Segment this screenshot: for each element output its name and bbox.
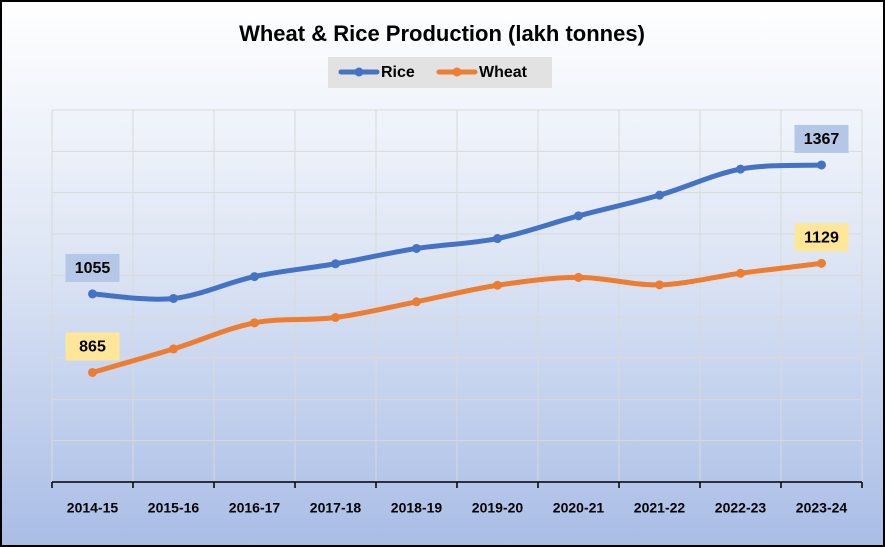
x-tick-label: 2018-19 [391, 500, 443, 516]
x-tick-label: 2022-23 [715, 500, 767, 516]
data-label-box [65, 253, 120, 282]
point [250, 272, 259, 282]
series-line [90, 162, 824, 302]
point [88, 367, 97, 377]
x-tick-label: 2023-24 [796, 500, 848, 516]
point [817, 160, 826, 170]
point [493, 234, 502, 244]
data-label-box [794, 124, 849, 153]
data-label: 1129 [804, 230, 839, 247]
x-tick-label: 2019-20 [472, 500, 524, 516]
point [655, 280, 664, 290]
series-line [90, 260, 824, 375]
data-label: 865 [79, 339, 106, 356]
point [736, 268, 745, 278]
x-tick-label: 2015-16 [148, 500, 200, 516]
data-label: 1055 [75, 260, 111, 277]
legend-label: Rice [381, 64, 415, 81]
point [574, 272, 583, 282]
point [169, 344, 178, 354]
x-tick-label: 2017-18 [310, 500, 362, 516]
point [493, 280, 502, 290]
chart-title: Wheat & Rice Production (lakh tonnes) [239, 21, 645, 46]
point [169, 293, 178, 303]
data-label: 1367 [804, 131, 840, 148]
point [412, 243, 421, 253]
x-tick-label: 2014-15 [67, 500, 119, 516]
x-tick-label: 2016-17 [229, 500, 281, 516]
legend-marker [354, 67, 364, 77]
point [655, 190, 664, 200]
legend-label: Wheat [479, 64, 528, 81]
data-label-box [65, 332, 120, 361]
x-tick-label: 2020-21 [553, 500, 605, 516]
x-tick-label: 2021-22 [634, 500, 686, 516]
point [817, 258, 826, 268]
point [412, 297, 421, 307]
point [250, 318, 259, 328]
legend-marker [452, 67, 462, 77]
data-label-box [794, 223, 849, 252]
point [574, 211, 583, 221]
point [331, 312, 340, 322]
point [736, 164, 745, 174]
point [331, 259, 340, 269]
point [88, 289, 97, 299]
